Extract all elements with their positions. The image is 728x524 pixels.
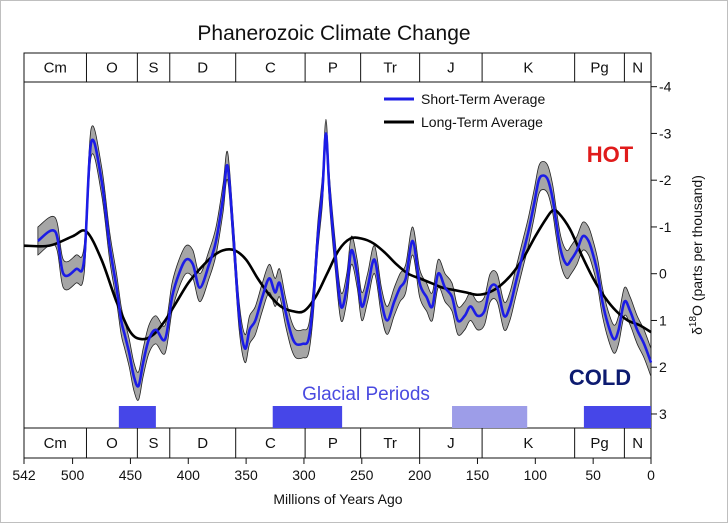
period-label-bottom: J xyxy=(447,435,455,452)
glacial-bar xyxy=(118,406,156,428)
period-label-top: N xyxy=(632,60,643,77)
short-term-average-line xyxy=(37,132,653,388)
x-tick-label: 200 xyxy=(408,467,432,483)
x-tick-label: 450 xyxy=(119,467,143,483)
period-label-bottom: K xyxy=(523,435,533,452)
period-label-bottom: N xyxy=(632,435,643,452)
period-label-bottom: S xyxy=(149,435,159,452)
x-tick-label: 400 xyxy=(177,467,201,483)
x-tick-label: 300 xyxy=(292,467,316,483)
x-tick-label: 50 xyxy=(585,467,601,483)
period-label-bottom: O xyxy=(106,435,118,452)
period-label-top: P xyxy=(328,60,338,77)
series-layer xyxy=(23,119,653,401)
y-tick-label: 2 xyxy=(659,359,667,375)
y-tick-label: -3 xyxy=(659,125,672,141)
x-tick-label: 350 xyxy=(234,467,258,483)
y-tick-label: 1 xyxy=(659,312,667,328)
period-label-bottom: Cm xyxy=(44,435,67,452)
legend-label-short-term: Short-Term Average xyxy=(421,91,545,107)
period-label-top: S xyxy=(149,60,159,77)
period-strip-bottom-box xyxy=(23,427,652,459)
x-tick-label: 500 xyxy=(61,467,85,483)
legend-label-long-term: Long-Term Average xyxy=(421,114,543,130)
y-axis-label: δ18O (parts per thousand) xyxy=(688,175,705,335)
period-label-top: O xyxy=(106,60,118,77)
period-strip-bottom: Cm O S D C P Tr J K Pg N xyxy=(23,427,652,459)
x-tick-label: 250 xyxy=(350,467,374,483)
glacial-bar xyxy=(583,406,651,428)
period-label-top: J xyxy=(447,60,455,77)
hot-label: HOT xyxy=(587,142,634,167)
x-axis-label: Millions of Years Ago xyxy=(273,491,402,507)
cold-label: COLD xyxy=(569,365,631,390)
period-label-bottom: P xyxy=(328,435,338,452)
y-tick-label: 0 xyxy=(659,266,667,282)
y-tick-label: 3 xyxy=(659,406,667,422)
period-label-bottom: Pg xyxy=(590,435,608,452)
y-axis-label-main: δ xyxy=(689,327,705,335)
x-tick-label: 542 xyxy=(12,467,36,483)
period-label-top: Cm xyxy=(44,60,67,77)
y-tick-label: -1 xyxy=(659,219,672,235)
y-tick-label: -4 xyxy=(659,79,672,95)
period-label-bottom: D xyxy=(197,435,208,452)
x-tick-label: 150 xyxy=(466,467,490,483)
period-strip-top-box xyxy=(23,52,652,83)
legend: Short-Term Average Long-Term Average xyxy=(384,91,545,130)
chart-title: Phanerozoic Climate Change xyxy=(197,22,470,45)
glacial-bars xyxy=(118,406,651,428)
y-axis-right: -4 -3 -2 -1 0 1 2 3 xyxy=(651,79,672,422)
y-axis-label-rest: O (parts per thousand) xyxy=(689,175,705,316)
y-tick-label: -2 xyxy=(659,172,672,188)
period-label-bottom: Tr xyxy=(383,435,397,452)
period-label-top: K xyxy=(523,60,533,77)
x-tick-label: 100 xyxy=(524,467,548,483)
period-label-top: C xyxy=(265,60,276,77)
x-tick-label: 0 xyxy=(647,467,655,483)
y-axis-label-sup: 18 xyxy=(688,316,699,328)
period-label-top: Tr xyxy=(383,60,397,77)
period-label-bottom: C xyxy=(265,435,276,452)
period-label-top: D xyxy=(197,60,208,77)
period-strip-top: Cm O S D C P Tr J K Pg N xyxy=(23,52,652,83)
period-label-top: Pg xyxy=(590,60,608,77)
glacial-periods-label: Glacial Periods xyxy=(302,384,430,405)
plot-area xyxy=(23,81,652,429)
x-axis: 542 500 450 400 350 300 250 200 150 100 50 0 xyxy=(12,457,655,483)
glacial-bar xyxy=(272,406,343,428)
glacial-bar xyxy=(452,406,528,428)
